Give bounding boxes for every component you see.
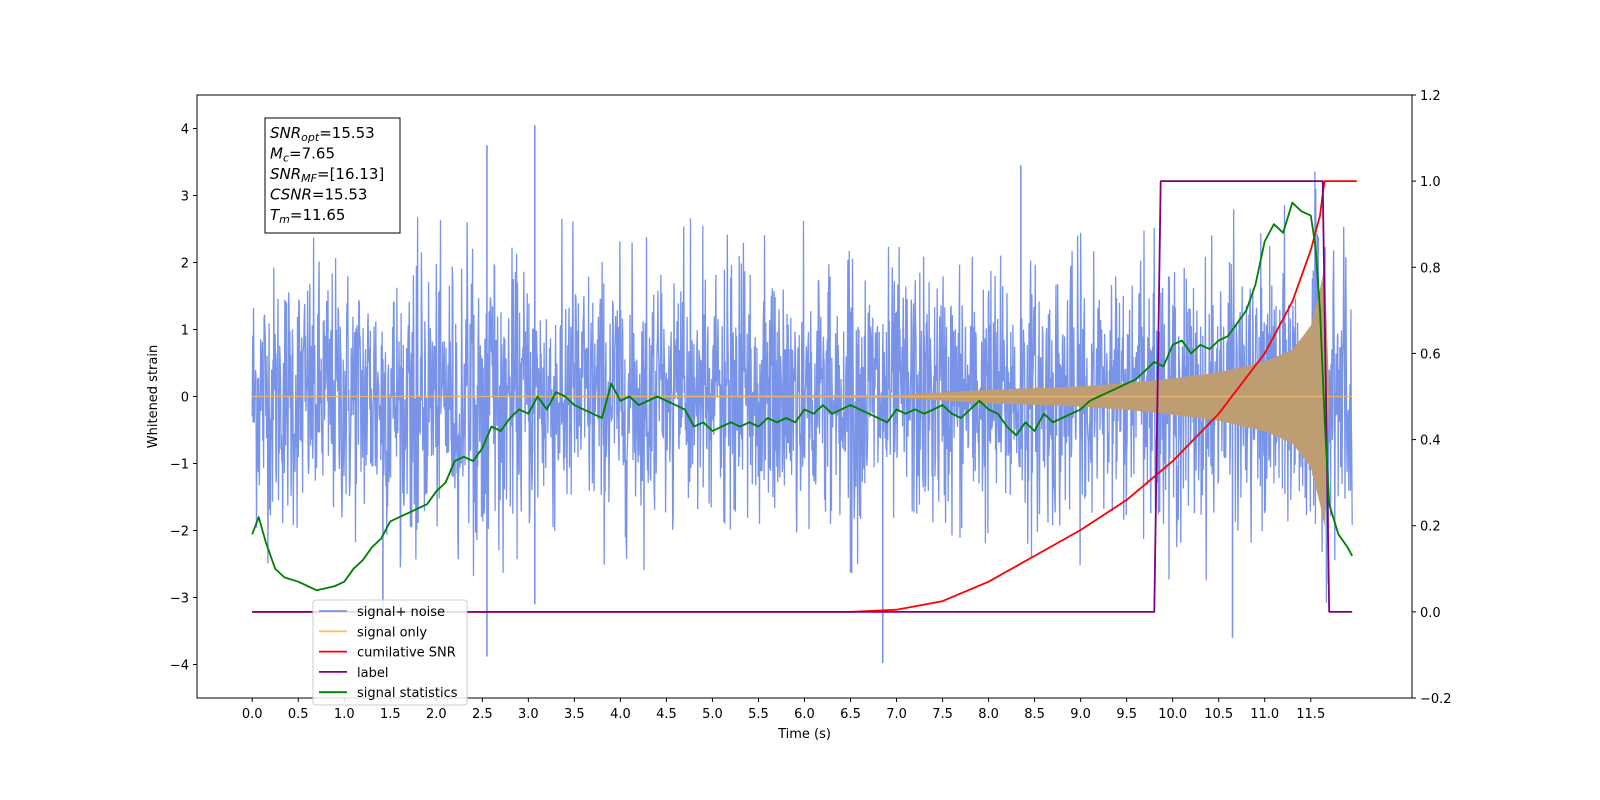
- x-tick-label: 4.0: [610, 707, 631, 722]
- x-tick-label: 3.0: [518, 707, 539, 722]
- noise-trace: [251, 171, 1353, 603]
- annotation-line: Mc=7.65: [270, 145, 335, 165]
- y-tick-label: −1: [170, 458, 189, 473]
- legend-label: label: [357, 666, 388, 681]
- x-tick-label: 11.5: [1296, 707, 1325, 722]
- y-axis-right: 1.2 1.0 0.8 0.6 0.4 0.2 0.0 −0.2: [1412, 89, 1452, 707]
- y-tick-label: 3: [181, 190, 189, 205]
- noise-series: [251, 125, 1353, 664]
- label-line: [252, 180, 1353, 613]
- annotation-line: Tm=11.65: [270, 206, 345, 226]
- x-tick-label: 7.5: [932, 707, 953, 722]
- legend-frame: [312, 599, 468, 706]
- x-tick-label: 8.5: [1024, 707, 1045, 722]
- legend-label: signal statistics: [357, 686, 458, 701]
- y2-tick-label: 0.6: [1420, 347, 1441, 362]
- y2-tick-label: 0.4: [1420, 434, 1441, 449]
- x-tick-label: 0.5: [288, 707, 309, 722]
- y-tick-label: −4: [170, 659, 189, 674]
- y-tick-label: −2: [170, 525, 189, 540]
- stats-annotation-box: SNRopt=15.53Mc=7.65SNRMF=[16.13]CSNR=15.…: [264, 117, 401, 234]
- y2-tick-label: 0.0: [1420, 606, 1441, 621]
- y-tick-label: 2: [181, 257, 189, 272]
- signal-statistics-line: [251, 201, 1353, 592]
- x-tick-label: 9.0: [1070, 707, 1091, 722]
- x-tick-label: 6.5: [840, 707, 861, 722]
- x-tick-label: 11.0: [1250, 707, 1279, 722]
- x-tick-label: 5.0: [702, 707, 723, 722]
- legend-label: cumilative SNR: [357, 646, 456, 661]
- y2-tick-label: 0.2: [1420, 520, 1441, 535]
- x-tick-label: 2.5: [472, 707, 493, 722]
- x-axis-title: Time (s): [777, 727, 831, 742]
- y2-tick-label: 1.0: [1420, 175, 1441, 190]
- y-axis-left: 4 3 2 1 0 −1 −2 −3 −4: [170, 123, 197, 674]
- y2-tick-label: 1.2: [1420, 89, 1441, 104]
- cumulative-snr-line: [252, 180, 1357, 613]
- y2-tick-label: −0.2: [1420, 692, 1452, 707]
- x-tick-label: 3.5: [564, 707, 585, 722]
- x-tick-label: 8.0: [978, 707, 999, 722]
- annotation-line: CSNR=15.53: [270, 186, 367, 204]
- y-tick-label: −3: [170, 592, 189, 607]
- x-tick-label: 10.0: [1158, 707, 1187, 722]
- x-tick-label: 1.0: [334, 707, 355, 722]
- line-series: [251, 180, 1357, 613]
- signal-only-series: [252, 265, 1353, 528]
- legend-label: signal+ noise: [357, 605, 445, 620]
- y-axis-title: Whitened strain: [146, 345, 161, 448]
- y-tick-label: 4: [181, 123, 189, 138]
- x-tick-label: 10.5: [1204, 707, 1233, 722]
- y-tick-label: 1: [181, 324, 189, 339]
- y2-tick-label: 0.8: [1420, 261, 1441, 276]
- x-tick-label: 9.5: [1116, 707, 1137, 722]
- x-tick-label: 7.0: [886, 707, 907, 722]
- x-tick-label: 0.0: [242, 707, 263, 722]
- x-tick-label: 2.0: [426, 707, 447, 722]
- x-tick-label: 6.0: [794, 707, 815, 722]
- annotation-line: SNRMF=[16.13]: [270, 165, 384, 185]
- legend-label: signal only: [357, 625, 427, 640]
- annotation-frame: [264, 117, 401, 234]
- x-tick-label: 4.5: [656, 707, 677, 722]
- x-tick-label: 1.5: [380, 707, 401, 722]
- annotation-line: SNRopt=15.53: [270, 124, 375, 144]
- y-tick-label: 0: [181, 391, 189, 406]
- legend: signal+ noise signal only cumilative SNR la…: [312, 599, 468, 706]
- x-tick-label: 5.5: [748, 707, 769, 722]
